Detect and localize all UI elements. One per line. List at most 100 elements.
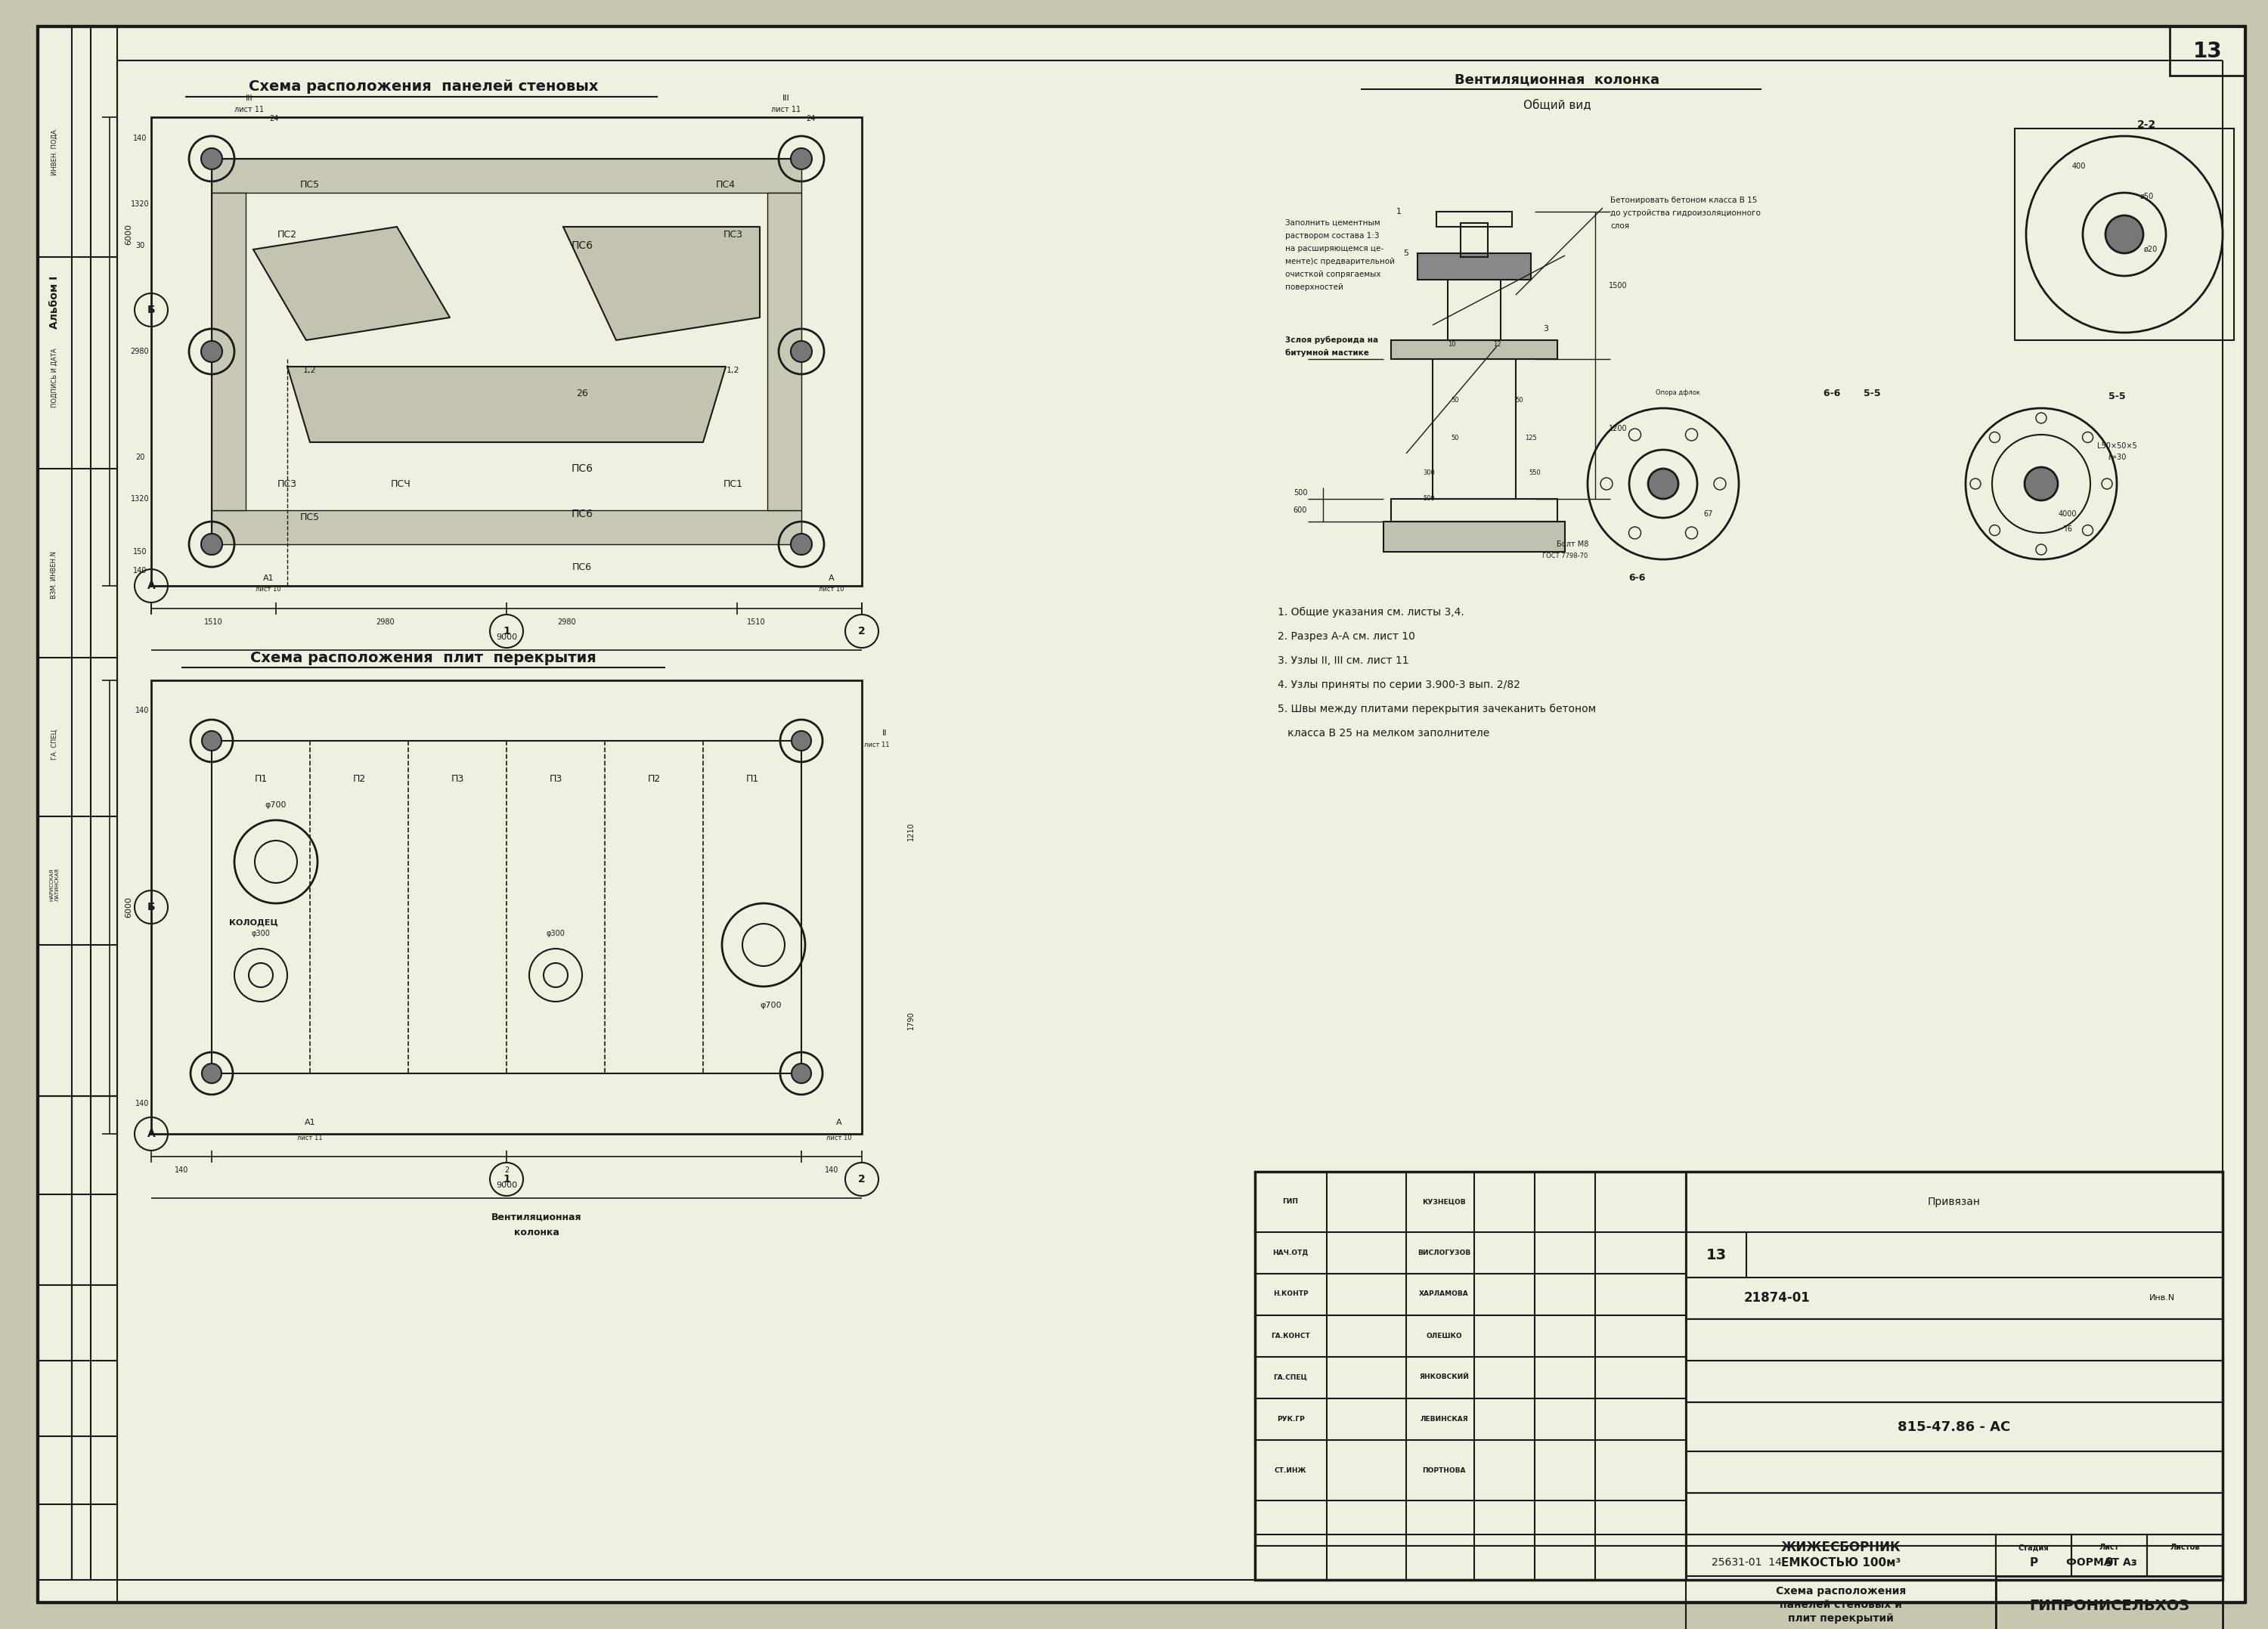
- Text: А: А: [147, 1129, 154, 1139]
- Text: панелей стеновых и: панелей стеновых и: [1780, 1600, 1903, 1609]
- Text: 1. Общие указания см. листы 3,4.: 1. Общие указания см. листы 3,4.: [1277, 608, 1465, 617]
- Text: 4. Узлы приняты по серии 3.900-3 вып. 2/82: 4. Узлы приняты по серии 3.900-3 вып. 2/…: [1277, 679, 1520, 691]
- Circle shape: [202, 534, 222, 555]
- Text: 6-6: 6-6: [1628, 573, 1644, 583]
- Bar: [2014, 129, 2234, 340]
- Circle shape: [792, 731, 812, 751]
- Text: менте)с предварительной: менте)с предварительной: [1286, 257, 1395, 266]
- Text: II: II: [882, 730, 887, 736]
- Text: 24: 24: [805, 116, 814, 122]
- Text: А: А: [828, 575, 835, 582]
- Text: 1: 1: [1395, 209, 1402, 215]
- Text: 1790: 1790: [907, 1012, 914, 1030]
- Text: ПС5: ПС5: [299, 181, 320, 191]
- Text: КУЗНЕЦОВ: КУЗНЕЦОВ: [1422, 1199, 1465, 1205]
- Text: П2: П2: [646, 774, 660, 784]
- Text: А1: А1: [263, 575, 274, 582]
- Text: класса В 25 на мелком заполнителе: класса В 25 на мелком заполнителе: [1277, 728, 1490, 738]
- Text: ВЗМ. ИНВЕН.N: ВЗМ. ИНВЕН.N: [50, 551, 59, 598]
- Text: ФОРМАТ Аз: ФОРМАТ Аз: [2066, 1557, 2136, 1567]
- Text: ПС3: ПС3: [277, 479, 297, 489]
- Text: Схема расположения  плит  перекрытия: Схема расположения плит перекрытия: [249, 650, 596, 665]
- Text: П1: П1: [746, 774, 760, 784]
- Text: ℓ=30: ℓ=30: [2107, 453, 2125, 461]
- Text: 50: 50: [1452, 435, 1458, 441]
- Text: лист 11: лист 11: [864, 741, 889, 748]
- Bar: [1390, 498, 1558, 521]
- Text: лист 10: лист 10: [256, 586, 281, 593]
- Text: 150: 150: [134, 547, 147, 555]
- Circle shape: [202, 731, 222, 751]
- Text: ХАРЛАМОВА: ХАРЛАМОВА: [1420, 1290, 1470, 1298]
- Bar: [1436, 212, 1513, 226]
- Bar: [1685, 1403, 2223, 1451]
- Bar: [211, 510, 801, 544]
- Text: слоя: слоя: [1610, 222, 1628, 230]
- Text: 140: 140: [134, 567, 147, 575]
- Text: 6-6       5-5: 6-6 5-5: [1823, 388, 1880, 397]
- Circle shape: [2025, 468, 2057, 500]
- Text: ПС6: ПС6: [572, 508, 594, 520]
- Text: Т6: Т6: [2064, 526, 2073, 533]
- Text: ГИП: ГИП: [1284, 1199, 1297, 1205]
- Text: Бетонировать бетоном класса В 15: Бетонировать бетоном класса В 15: [1610, 197, 1758, 204]
- Text: СТ.ИНЖ: СТ.ИНЖ: [1275, 1466, 1306, 1474]
- Text: А: А: [147, 580, 154, 591]
- Text: ПСЧ: ПСЧ: [390, 479, 411, 489]
- Text: 21874-01: 21874-01: [1744, 1292, 1810, 1305]
- Text: Общий вид: Общий вид: [1524, 99, 1592, 111]
- Text: 24: 24: [270, 116, 279, 122]
- Text: ГОСТ 7798-70: ГОСТ 7798-70: [1542, 552, 1588, 560]
- Bar: [211, 158, 801, 192]
- Text: ø20: ø20: [2143, 246, 2157, 252]
- Text: 1,2: 1,2: [726, 367, 739, 375]
- Text: 20: 20: [136, 453, 145, 461]
- Bar: [2071, 1535, 2148, 1577]
- Text: ГИПРОНИСЕЛЬХОЗ: ГИПРОНИСЕЛЬХОЗ: [2030, 1600, 2189, 1613]
- Text: ЯНКОВСКИЙ: ЯНКОВСКИЙ: [1420, 1373, 1470, 1381]
- Text: НАЧ.ОТД: НАЧ.ОТД: [1272, 1249, 1309, 1256]
- Text: 140: 140: [136, 1100, 150, 1108]
- Text: А: А: [837, 1119, 841, 1126]
- Text: лист 11: лист 11: [234, 106, 265, 114]
- Bar: [1254, 1171, 2223, 1580]
- Text: Стадия: Стадия: [2019, 1544, 2048, 1551]
- Text: L50×50×5: L50×50×5: [2098, 441, 2136, 450]
- Bar: [767, 192, 801, 510]
- Bar: [1433, 352, 1515, 498]
- Bar: [152, 117, 862, 586]
- Text: 1500: 1500: [1608, 282, 1626, 290]
- Polygon shape: [288, 367, 726, 441]
- Text: ЖИЖЕСБОРНИК: ЖИЖЕСБОРНИК: [1780, 1541, 1901, 1554]
- Text: 2980: 2980: [558, 619, 576, 626]
- Text: Р: Р: [2030, 1557, 2039, 1569]
- Text: лист 10: лист 10: [819, 586, 844, 593]
- Bar: [152, 681, 862, 1134]
- Text: 140: 140: [175, 1166, 188, 1175]
- Text: 6000: 6000: [125, 896, 132, 917]
- Polygon shape: [254, 226, 449, 340]
- Text: 5: 5: [1404, 249, 1408, 257]
- Text: III: III: [782, 94, 789, 103]
- Bar: [1685, 1577, 1996, 1629]
- Text: Б: Б: [147, 902, 154, 912]
- Text: 4000: 4000: [2059, 510, 2077, 518]
- Text: ПС2: ПС2: [277, 230, 297, 239]
- Text: 2: 2: [857, 1175, 866, 1184]
- Circle shape: [202, 148, 222, 169]
- Text: Альбом I: Альбом I: [50, 275, 59, 329]
- Text: Н.КОНТР: Н.КОНТР: [1272, 1290, 1309, 1298]
- Polygon shape: [562, 226, 760, 340]
- Text: 5. Швы между плитами перекрытия зачеканить бетоном: 5. Швы между плитами перекрытия зачекани…: [1277, 704, 1597, 715]
- Text: поверхностей: поверхностей: [1286, 283, 1343, 292]
- Text: 50: 50: [1452, 397, 1458, 404]
- Text: А1: А1: [304, 1119, 315, 1126]
- Text: 125: 125: [1524, 435, 1538, 441]
- Text: 1210: 1210: [907, 823, 914, 841]
- Text: 815-47.86 - АС: 815-47.86 - АС: [1898, 1420, 2012, 1434]
- Circle shape: [792, 1064, 812, 1083]
- Text: 13: 13: [2193, 41, 2223, 62]
- Text: П1: П1: [254, 774, 268, 784]
- Text: 500: 500: [1293, 489, 1306, 497]
- Text: ПС5: ПС5: [299, 513, 320, 523]
